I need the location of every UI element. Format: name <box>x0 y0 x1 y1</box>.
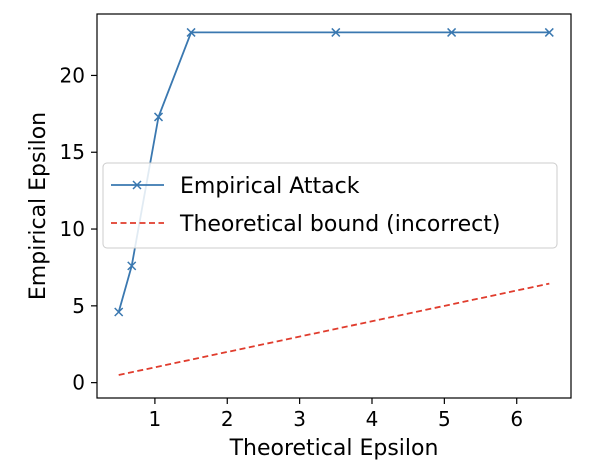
data-point-marker <box>447 27 457 37</box>
x-tick-label: 3 <box>293 407 306 431</box>
y-tick-label: 5 <box>72 294 85 318</box>
data-point-marker <box>114 307 124 317</box>
legend-label-empirical: Empirical Attack <box>180 174 360 199</box>
y-tick-label: 10 <box>60 217 85 241</box>
legend: Empirical Attack Theoretical bound (inco… <box>102 162 558 249</box>
y-axis-label: Empirical Epsilon <box>26 112 51 300</box>
legend-box <box>102 162 558 249</box>
x-axis-ticks: 1 2 3 4 5 6 <box>149 398 523 431</box>
y-tick-label: 0 <box>72 371 85 395</box>
x-tick-label: 4 <box>366 407 379 431</box>
data-point-marker <box>544 27 554 37</box>
legend-marker-x <box>132 180 142 190</box>
y-tick-label: 20 <box>60 63 85 87</box>
data-point-marker <box>186 27 196 37</box>
x-tick-label: 6 <box>510 407 523 431</box>
series-line-1 <box>118 282 550 376</box>
x-tick-label: 5 <box>438 407 451 431</box>
y-tick-label: 15 <box>60 140 85 164</box>
data-point-marker <box>331 27 341 37</box>
series-layer <box>114 27 554 376</box>
x-axis-label: Theoretical Epsilon <box>229 436 439 461</box>
data-point-marker <box>153 112 164 122</box>
plot-frame <box>96 13 572 399</box>
x-tick-label: 1 <box>149 407 162 431</box>
data-point-marker <box>127 261 137 271</box>
x-tick-label: 2 <box>221 407 234 431</box>
legend-label-theoretical: Theoretical bound (incorrect) <box>179 212 500 237</box>
y-axis-ticks: 0 5 10 15 20 <box>60 63 97 395</box>
